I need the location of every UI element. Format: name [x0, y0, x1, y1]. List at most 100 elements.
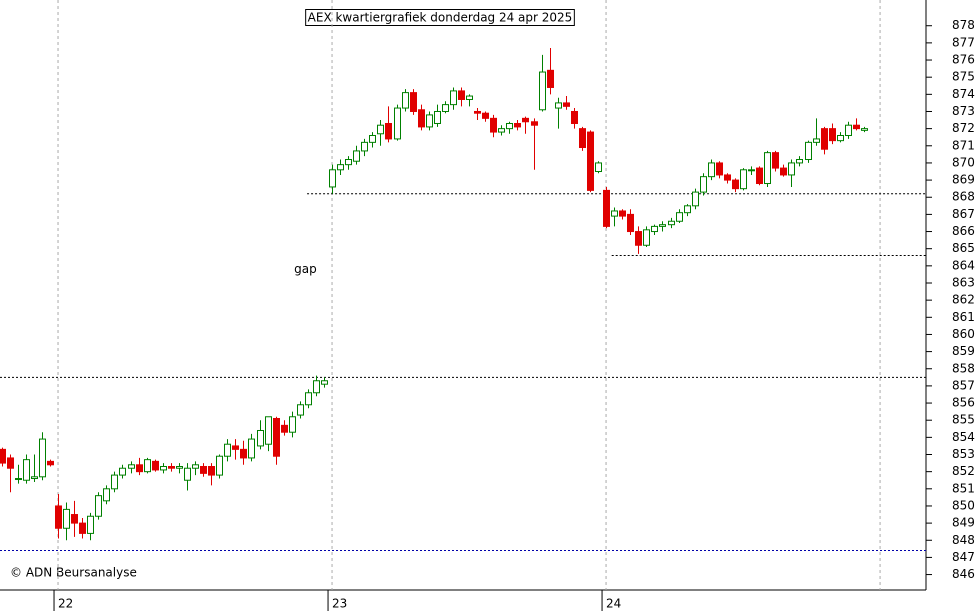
candle-body: [853, 124, 860, 130]
candle-body: [651, 225, 658, 233]
candle-body: [297, 404, 304, 416]
candle-body: [732, 179, 739, 190]
candle-body: [63, 508, 70, 529]
candle-body: [192, 464, 199, 469]
credit: © ADN Beursanalyse: [10, 566, 137, 580]
candle-body: [579, 128, 586, 149]
candle-body: [788, 162, 795, 176]
y-tick-label: 869: [952, 173, 975, 187]
candle-body: [79, 522, 86, 534]
candle-body: [692, 191, 699, 207]
candle-body: [458, 90, 465, 100]
candle-body: [780, 167, 787, 176]
x-tick-label: 22: [58, 597, 73, 611]
candle-body: [119, 467, 126, 476]
candle-body: [829, 128, 836, 142]
chart-title: AEX kwartiergrafiek donderdag 24 apr 202…: [308, 11, 573, 25]
candle-body: [248, 438, 255, 459]
candle-body: [160, 466, 167, 471]
candle-body: [772, 152, 779, 169]
candle-body: [337, 164, 344, 171]
y-tick-label: 874: [952, 87, 975, 101]
candle-body: [837, 134, 844, 142]
y-tick-label: 855: [952, 413, 975, 427]
x-tick-label: 24: [606, 597, 621, 611]
y-tick-label: 872: [952, 121, 975, 135]
y-tick-label: 871: [952, 138, 975, 152]
candle-body: [643, 229, 650, 246]
candle-body: [611, 210, 618, 217]
candle-body: [128, 464, 135, 469]
candle-body: [635, 231, 642, 246]
y-tick-label: 877: [952, 35, 975, 49]
y-tick-label: 868: [952, 190, 975, 204]
candle-body: [39, 438, 46, 478]
candle-body: [7, 457, 14, 469]
title-box: [305, 9, 575, 26]
candle-body: [353, 150, 360, 162]
candle-body: [466, 95, 473, 100]
candle-body: [587, 131, 594, 191]
candle-body: [450, 90, 457, 106]
candle-body: [369, 134, 376, 143]
candle-body: [668, 220, 675, 226]
candle-body: [821, 128, 828, 150]
candle-body: [87, 515, 94, 534]
y-tick-label: 853: [952, 447, 975, 461]
candle-body: [47, 460, 54, 466]
candle-body: [232, 445, 239, 450]
y-tick-label: 878: [952, 18, 975, 32]
candle-body: [474, 110, 481, 114]
y-tick-label: 859: [952, 344, 975, 358]
candle-body: [813, 138, 820, 143]
candle-body: [514, 122, 521, 128]
candle-body: [434, 110, 441, 124]
candle-body: [627, 213, 634, 233]
candle-body: [95, 495, 102, 517]
candle-body: [700, 176, 707, 193]
candle-body: [547, 69, 554, 88]
y-tick-label: 864: [952, 258, 975, 272]
candle-body: [684, 205, 691, 214]
candle-body: [0, 448, 6, 464]
candle-body: [756, 167, 763, 185]
candle-body: [708, 162, 715, 178]
annotation: gap: [294, 262, 317, 276]
candle-body: [861, 128, 868, 131]
candle-body: [257, 429, 264, 447]
candle-body: [571, 110, 578, 124]
candle-body: [31, 476, 38, 480]
y-tick-label: 850: [952, 498, 975, 512]
candle-body: [216, 455, 223, 476]
y-tick-label: 854: [952, 430, 975, 444]
y-tick-label: 870: [952, 155, 975, 169]
y-tick-label: 875: [952, 70, 975, 84]
candle-body: [265, 416, 272, 445]
candle-body: [184, 467, 191, 481]
candle-body: [740, 169, 747, 190]
candle-body: [71, 514, 78, 524]
candle-body: [603, 189, 610, 227]
y-tick-label: 856: [952, 396, 975, 410]
candle-body: [845, 124, 852, 136]
candle-body: [273, 417, 280, 457]
y-tick-label: 861: [952, 310, 975, 324]
y-tick-label: 866: [952, 224, 975, 238]
candle-body: [805, 141, 812, 161]
candle-body: [329, 169, 336, 188]
candle-body: [490, 117, 497, 133]
candle-body: [321, 380, 328, 385]
candle-body: [394, 107, 401, 140]
y-tick-label: 873: [952, 104, 975, 118]
candle-body: [377, 124, 384, 135]
candle-body: [442, 104, 449, 112]
y-tick-label: 862: [952, 293, 975, 307]
candle-body: [176, 466, 183, 469]
candle-body: [144, 459, 151, 473]
candle-body: [563, 102, 570, 107]
y-tick-label: 852: [952, 464, 975, 478]
candle-body: [595, 162, 602, 173]
candle-body: [136, 464, 143, 473]
